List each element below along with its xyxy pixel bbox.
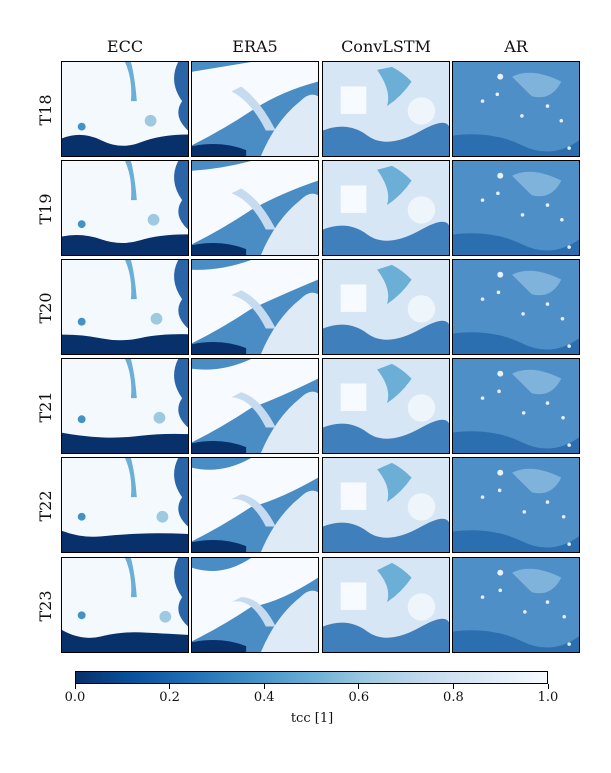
cloud-cover-map [453, 458, 579, 552]
cloud-cover-map [62, 359, 188, 453]
row-label-t23: T23 [36, 590, 55, 622]
panel-ar-t19 [452, 160, 580, 256]
row-label-t20: T20 [36, 292, 55, 324]
cloud-cover-map [192, 558, 318, 652]
panel-convlstm-t22 [322, 457, 450, 553]
row-label-t19: T19 [36, 193, 55, 225]
cloud-cover-map [453, 260, 579, 354]
colorbar-tick-label: 1.0 [537, 690, 559, 705]
panel-convlstm-t19 [322, 160, 450, 256]
panel-convlstm-t18 [322, 61, 450, 157]
colorbar-tick-mark [547, 684, 549, 689]
cloud-cover-map [453, 62, 579, 156]
row-label-t22: T22 [36, 490, 55, 522]
cloud-cover-map [323, 359, 449, 453]
panel-ar-t22 [452, 457, 580, 553]
colorbar-tick-label: 0.8 [443, 690, 464, 705]
cloud-cover-map [323, 62, 449, 156]
colorbar-label: tcc [1] [290, 711, 334, 726]
colorbar-tick-label: 0.2 [159, 690, 180, 705]
panel-ecc-t22 [61, 457, 189, 553]
colorbar-tick-mark [358, 684, 360, 689]
panel-ar-t23 [452, 557, 580, 653]
panel-convlstm-t20 [322, 259, 450, 355]
cloud-cover-map [62, 161, 188, 255]
cloud-cover-map [192, 260, 318, 354]
cloud-cover-map [323, 161, 449, 255]
panel-convlstm-t23 [322, 557, 450, 653]
cloud-cover-map [62, 558, 188, 652]
colorbar-tick-mark [263, 684, 265, 689]
colorbar-tick-mark [169, 684, 171, 689]
cloud-cover-map [192, 359, 318, 453]
cloud-cover-map [192, 458, 318, 552]
colorbar-tick-label: 0.4 [253, 690, 275, 705]
panel-era5-t19 [191, 160, 319, 256]
cloud-cover-map [323, 558, 449, 652]
colorbar-tick-label: 0.0 [64, 690, 86, 705]
cloud-cover-map [62, 260, 188, 354]
panel-era5-t21 [191, 358, 319, 454]
panel-era5-t18 [191, 61, 319, 157]
cloud-cover-map [453, 161, 579, 255]
cloud-cover-map [323, 458, 449, 552]
column-title-convlstm: ConvLSTM [341, 37, 431, 56]
panel-convlstm-t21 [322, 358, 450, 454]
column-title-era5: ERA5 [232, 37, 278, 56]
cloud-cover-map [323, 260, 449, 354]
cloud-cover-map [453, 558, 579, 652]
row-label-t21: T21 [36, 391, 55, 423]
panel-ecc-t19 [61, 160, 189, 256]
panel-ar-t21 [452, 358, 580, 454]
cloud-cover-map [62, 458, 188, 552]
panel-ecc-t21 [61, 358, 189, 454]
panel-ecc-t23 [61, 557, 189, 653]
cloud-cover-map [192, 62, 318, 156]
panel-ecc-t18 [61, 61, 189, 157]
panel-era5-t20 [191, 259, 319, 355]
row-label-t18: T18 [36, 94, 55, 126]
colorbar-tick-mark [74, 684, 76, 689]
cloud-cover-map [62, 62, 188, 156]
column-title-ar: AR [504, 37, 528, 56]
colorbar [75, 671, 548, 684]
cloud-cover-map [453, 359, 579, 453]
panel-era5-t23 [191, 557, 319, 653]
colorbar-tick-mark [452, 684, 454, 689]
cloud-cover-map [192, 161, 318, 255]
panel-era5-t22 [191, 457, 319, 553]
panel-ecc-t20 [61, 259, 189, 355]
panel-ar-t18 [452, 61, 580, 157]
panel-ar-t20 [452, 259, 580, 355]
colorbar-tick-label: 0.6 [348, 690, 370, 705]
column-title-ecc: ECC [106, 37, 144, 56]
